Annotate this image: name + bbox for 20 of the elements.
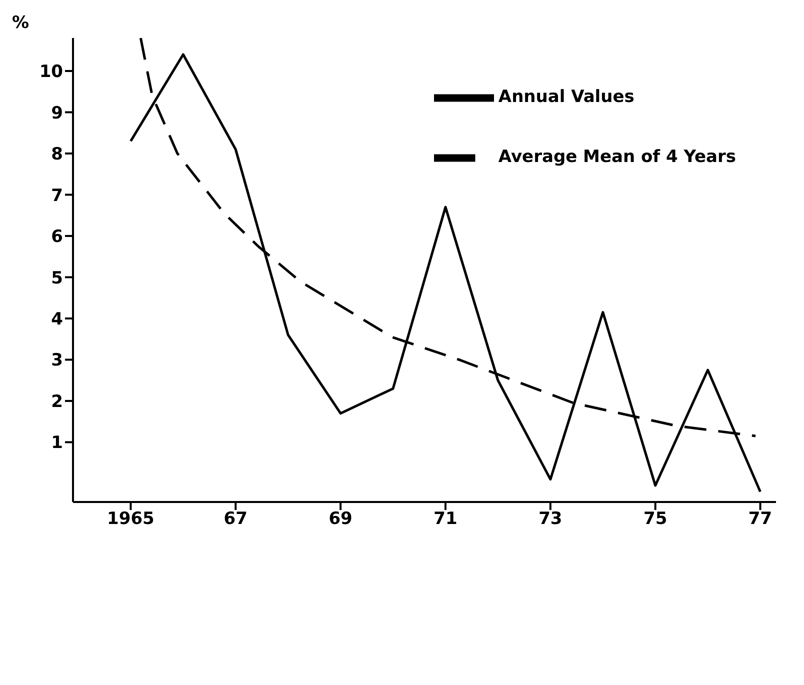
x-tick-label: 67: [224, 509, 248, 530]
legend-label: Average Mean of 4 Years: [498, 147, 736, 168]
legend-label: Annual Values: [498, 87, 634, 108]
y-tick-label: 6: [51, 227, 63, 248]
y-tick-label: 8: [51, 144, 63, 165]
x-tick-label: 77: [748, 509, 772, 530]
x-tick-label: 69: [328, 509, 352, 530]
y-tick-label: 7: [51, 186, 63, 206]
x-tick-label: 1965: [107, 509, 154, 530]
y-tick-label: 3: [51, 350, 63, 371]
x-tick-label: 71: [434, 509, 458, 530]
x-tick-label: 75: [644, 509, 668, 530]
y-tick-label: 5: [51, 268, 63, 288]
y-tick-label: 9: [51, 103, 63, 124]
y-axis-title: %: [12, 13, 30, 33]
x-tick-label: 73: [538, 509, 562, 530]
y-tick-label: 2: [51, 392, 63, 412]
y-tick-label: 10: [39, 62, 64, 82]
y-tick-label: 4: [51, 309, 64, 330]
y-tick-label: 1: [51, 433, 63, 454]
